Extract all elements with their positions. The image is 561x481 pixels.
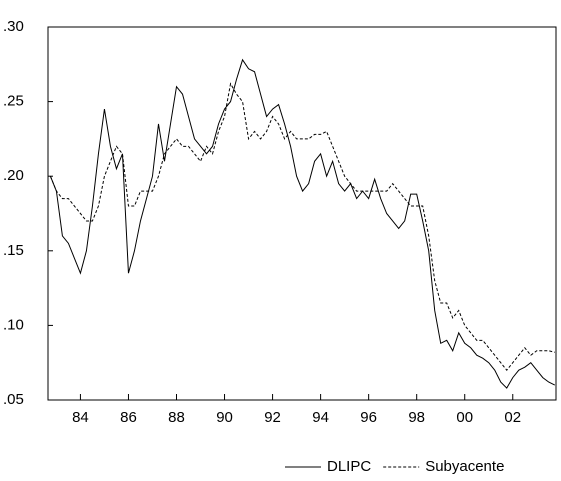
x-tick-label: 96 bbox=[360, 409, 377, 426]
x-tick-label: 88 bbox=[168, 409, 185, 426]
y-tick-label: .25 bbox=[3, 93, 24, 110]
plot-frame bbox=[47, 26, 557, 401]
x-tick-label: 90 bbox=[216, 409, 233, 426]
x-tick-label: 98 bbox=[408, 409, 425, 426]
x-tick-label: 02 bbox=[504, 409, 521, 426]
x-tick-label: 86 bbox=[120, 409, 137, 426]
y-tick-label: .15 bbox=[3, 242, 24, 259]
x-tick-label: 84 bbox=[72, 409, 89, 426]
y-tick-label: .30 bbox=[3, 18, 24, 35]
x-tick-label: 92 bbox=[264, 409, 281, 426]
legend-label: Subyacente bbox=[425, 458, 504, 475]
x-tick-label: 94 bbox=[312, 409, 329, 426]
series-line bbox=[49, 58, 556, 389]
x-tick-label: 00 bbox=[456, 409, 473, 426]
series-line bbox=[49, 82, 555, 371]
y-tick-label: .20 bbox=[3, 167, 24, 184]
y-tick-label: .10 bbox=[3, 316, 24, 333]
y-tick-label: .05 bbox=[3, 391, 24, 408]
legend-label: DLIPC bbox=[327, 458, 371, 475]
